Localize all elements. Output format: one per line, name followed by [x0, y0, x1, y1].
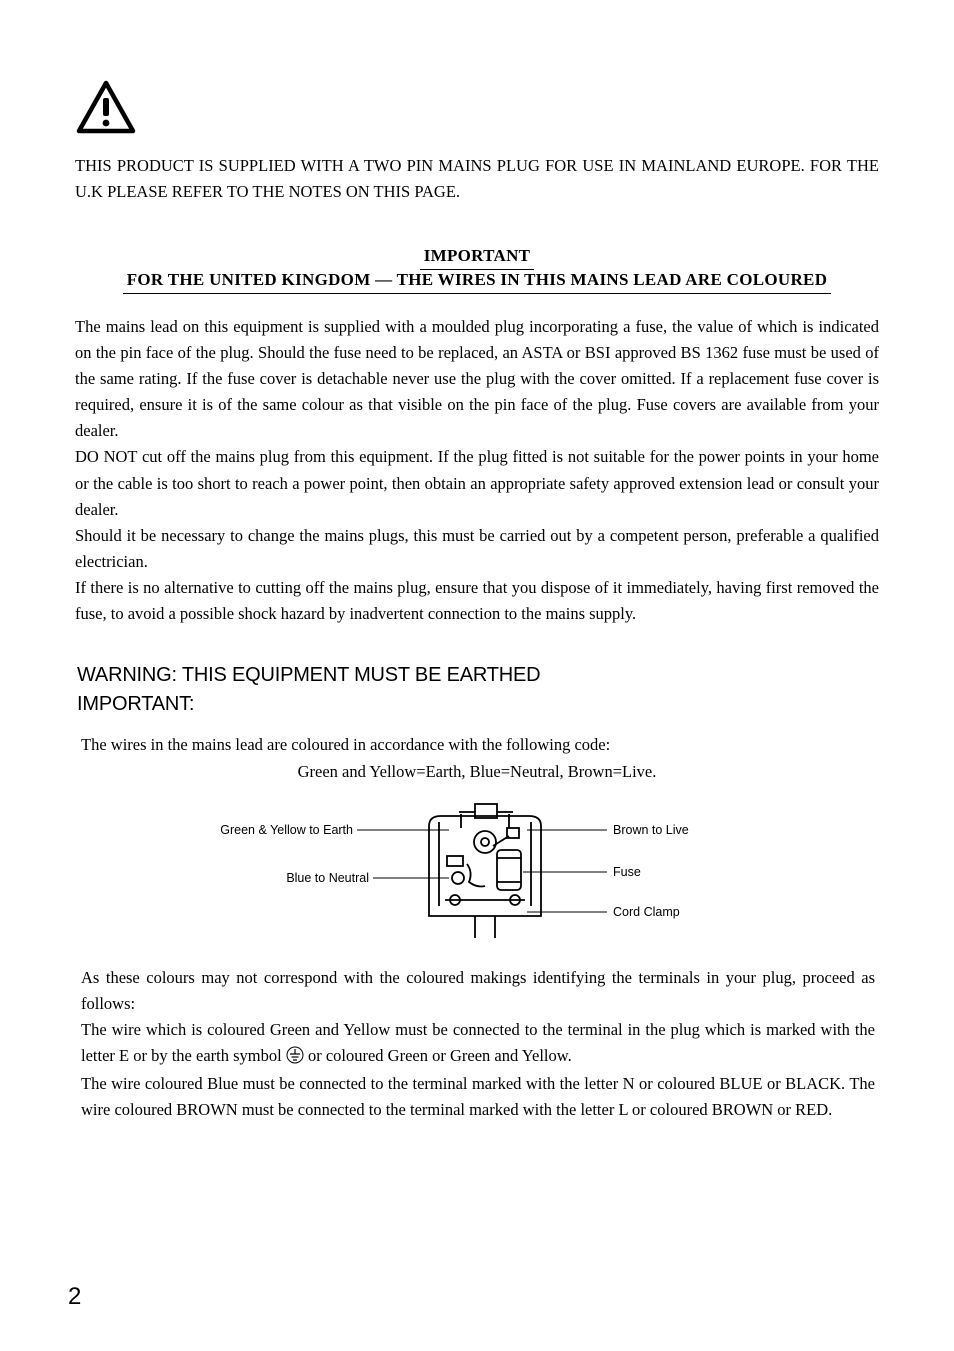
section-heading-line2: FOR THE UNITED KINGDOM — THE WIRES IN TH… — [123, 270, 832, 294]
warning-heading-line1: WARNING: THIS EQUIPMENT MUST BE EARTHED — [77, 661, 879, 690]
earth-symbol-icon — [286, 1046, 304, 1072]
lower-para-2b: or coloured Green or Green and Yellow. — [308, 1046, 572, 1065]
lower-para-3: The wire coloured Blue must be connected… — [81, 1071, 875, 1122]
paragraph-1: The mains lead on this equipment is supp… — [75, 314, 879, 444]
paragraph-3: Should it be necessary to change the mai… — [75, 523, 879, 575]
lower-body-block: As these colours may not correspond with… — [81, 965, 875, 1122]
wires-colour-code: Green and Yellow=Earth, Blue=Neutral, Br… — [75, 760, 879, 785]
diagram-label-gye: Green & Yellow to Earth — [220, 823, 353, 837]
plug-wiring-diagram: Green & Yellow to Earth Blue to Neutral … — [75, 800, 879, 945]
diagram-label-btn: Blue to Neutral — [286, 871, 369, 885]
section-heading-line1: IMPORTANT — [420, 246, 535, 270]
diagram-label-btl: Brown to Live — [613, 823, 689, 837]
lower-para-2: The wire which is coloured Green and Yel… — [81, 1017, 875, 1071]
warning-triangle-icon — [75, 80, 879, 139]
paragraph-4: If there is no alternative to cutting of… — [75, 575, 879, 627]
wires-intro-text: The wires in the mains lead are coloured… — [81, 733, 879, 758]
diagram-label-fuse: Fuse — [613, 865, 641, 879]
diagram-label-cc: Cord Clamp — [613, 905, 680, 919]
paragraph-2: DO NOT cut off the mains plug from this … — [75, 444, 879, 522]
lower-para-1: As these colours may not correspond with… — [81, 965, 875, 1016]
main-body-block: The mains lead on this equipment is supp… — [75, 314, 879, 627]
page-number: 2 — [68, 1283, 81, 1311]
warning-heading-line2: IMPORTANT: — [77, 690, 879, 719]
warning-earthed-heading: WARNING: THIS EQUIPMENT MUST BE EARTHED … — [77, 661, 879, 719]
intro-paragraph: THIS PRODUCT IS SUPPLIED WITH A TWO PIN … — [75, 153, 879, 204]
